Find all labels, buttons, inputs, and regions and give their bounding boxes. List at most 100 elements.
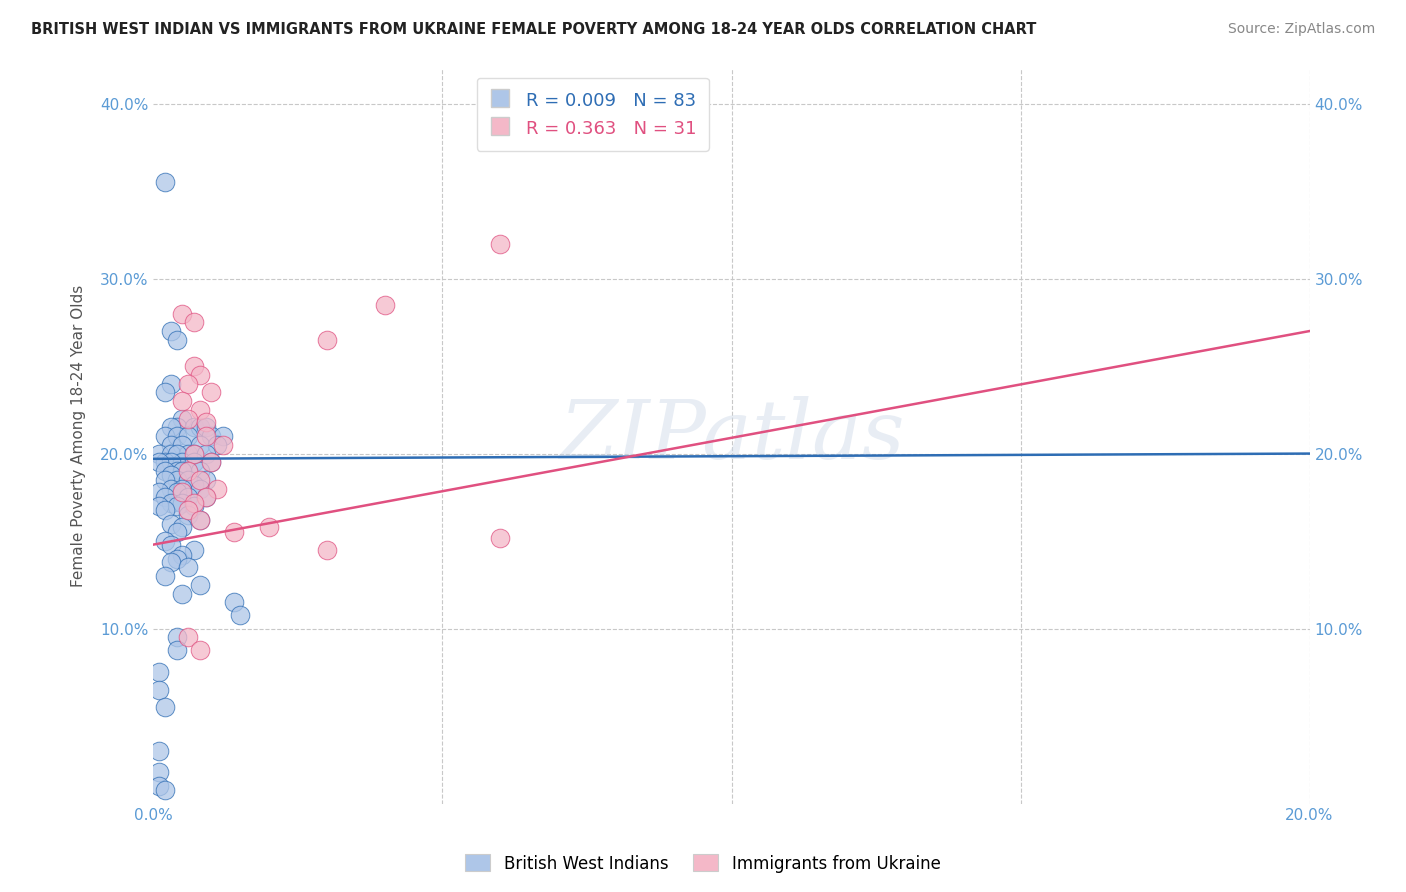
Point xyxy=(177,473,200,487)
Point xyxy=(177,502,200,516)
Point xyxy=(166,642,188,657)
Point xyxy=(160,420,183,434)
Point xyxy=(172,485,194,500)
Point xyxy=(177,560,200,574)
Point xyxy=(177,376,200,391)
Point xyxy=(229,607,252,622)
Text: Source: ZipAtlas.com: Source: ZipAtlas.com xyxy=(1227,22,1375,37)
Point xyxy=(153,700,176,714)
Point xyxy=(153,569,176,583)
Point xyxy=(177,464,200,478)
Point xyxy=(194,473,217,487)
Point xyxy=(160,538,183,552)
Point xyxy=(224,525,246,540)
Point xyxy=(188,402,211,417)
Point xyxy=(160,446,183,460)
Legend: British West Indians, Immigrants from Ukraine: British West Indians, Immigrants from Uk… xyxy=(458,847,948,880)
Point xyxy=(177,429,200,443)
Point xyxy=(188,368,211,382)
Point xyxy=(148,499,170,513)
Point xyxy=(188,420,211,434)
Point xyxy=(166,485,188,500)
Point xyxy=(153,385,176,400)
Point xyxy=(160,455,183,469)
Point xyxy=(153,175,176,189)
Point xyxy=(153,464,176,478)
Point xyxy=(200,385,222,400)
Point xyxy=(194,415,217,429)
Point xyxy=(315,333,337,347)
Point xyxy=(153,782,176,797)
Point xyxy=(188,578,211,592)
Point xyxy=(148,765,170,780)
Point xyxy=(166,333,188,347)
Point xyxy=(172,411,194,425)
Point xyxy=(177,411,200,425)
Point xyxy=(172,394,194,409)
Point xyxy=(489,236,512,251)
Point xyxy=(160,376,183,391)
Point xyxy=(160,482,183,496)
Point xyxy=(153,473,176,487)
Point xyxy=(160,467,183,482)
Point xyxy=(166,631,188,645)
Point xyxy=(148,665,170,680)
Point xyxy=(224,595,246,609)
Point xyxy=(172,482,194,496)
Point xyxy=(183,495,205,509)
Point xyxy=(315,542,337,557)
Legend: R = 0.009   N = 83, R = 0.363   N = 31: R = 0.009 N = 83, R = 0.363 N = 31 xyxy=(477,78,709,151)
Point xyxy=(183,542,205,557)
Point xyxy=(166,420,188,434)
Point xyxy=(200,429,222,443)
Point xyxy=(148,485,170,500)
Point xyxy=(212,438,235,452)
Point xyxy=(148,682,170,697)
Point xyxy=(153,534,176,549)
Point xyxy=(166,429,188,443)
Point xyxy=(160,555,183,569)
Point xyxy=(148,455,170,469)
Point xyxy=(183,499,205,513)
Point xyxy=(188,473,211,487)
Text: BRITISH WEST INDIAN VS IMMIGRANTS FROM UKRAINE FEMALE POVERTY AMONG 18-24 YEAR O: BRITISH WEST INDIAN VS IMMIGRANTS FROM U… xyxy=(31,22,1036,37)
Point xyxy=(183,420,205,434)
Point xyxy=(177,508,200,522)
Point xyxy=(166,551,188,566)
Point xyxy=(177,631,200,645)
Point xyxy=(374,298,396,312)
Point xyxy=(172,520,194,534)
Point xyxy=(153,491,176,505)
Y-axis label: Female Poverty Among 18-24 Year Olds: Female Poverty Among 18-24 Year Olds xyxy=(72,285,86,587)
Point xyxy=(166,473,188,487)
Point xyxy=(188,438,211,452)
Point xyxy=(200,455,222,469)
Point xyxy=(205,482,228,496)
Point xyxy=(160,438,183,452)
Point xyxy=(188,642,211,657)
Point xyxy=(183,446,205,460)
Point xyxy=(183,455,205,469)
Point xyxy=(166,446,188,460)
Text: ZIPatlas: ZIPatlas xyxy=(558,396,904,476)
Point xyxy=(166,499,188,513)
Point xyxy=(194,446,217,460)
Point xyxy=(194,429,217,443)
Point xyxy=(489,531,512,545)
Point xyxy=(188,464,211,478)
Point xyxy=(172,307,194,321)
Point xyxy=(166,464,188,478)
Point xyxy=(153,429,176,443)
Point xyxy=(200,455,222,469)
Point xyxy=(194,491,217,505)
Point xyxy=(257,520,280,534)
Point xyxy=(172,455,194,469)
Point xyxy=(172,495,194,509)
Point xyxy=(172,586,194,600)
Point xyxy=(188,513,211,527)
Point xyxy=(194,491,217,505)
Point xyxy=(148,779,170,793)
Point xyxy=(172,438,194,452)
Point xyxy=(183,315,205,329)
Point xyxy=(212,429,235,443)
